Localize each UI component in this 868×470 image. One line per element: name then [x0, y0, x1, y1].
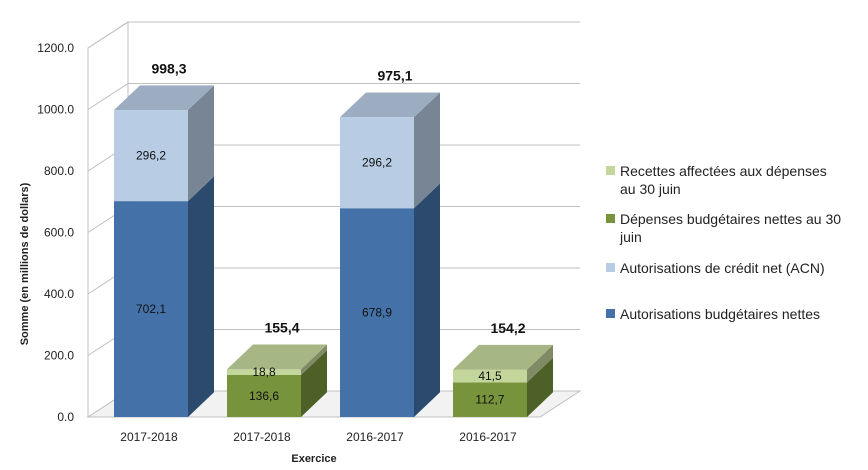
x-axis-title: Exercice — [291, 453, 336, 465]
bar-stack: 136,6 18,8 155,4 — [227, 320, 327, 417]
bar-segment-side — [527, 357, 553, 417]
bar-stack: 702,1 296,2 998,3 — [114, 60, 214, 417]
legend-label: Autorisations budgétaires nettes — [620, 306, 820, 322]
x-tick-label: 2017-2018 — [120, 430, 178, 444]
bar-segment-front — [453, 382, 527, 417]
bar-segment-side — [414, 183, 440, 417]
bar-segment-front — [340, 117, 414, 209]
bar-segment-side — [527, 344, 553, 383]
bar-segment-side — [301, 350, 327, 417]
bar-segment-front — [114, 201, 188, 417]
legend: Recettes affectées aux dépenses au 30 jui… — [606, 163, 841, 322]
legend-label: Recettes affectées aux dépenses — [620, 163, 827, 179]
legend-label: au 30 juin — [620, 181, 681, 197]
y-axis-ticks: 0.0 200.0 400.0 600.0 800.0 1000.0 1200.0 — [37, 41, 74, 424]
bar-stack: 678,9 296,2 975,1 — [340, 67, 440, 417]
bar-top — [114, 85, 214, 111]
legend-label: Autorisations de crédit net (ACN) — [620, 260, 825, 276]
bar-segment-front — [114, 110, 188, 202]
bar-segment-front — [340, 208, 414, 417]
total-label: 155,4 — [264, 320, 299, 336]
x-tick-label: 2016-2017 — [459, 430, 517, 444]
y-tick-label: 800.0 — [44, 164, 74, 178]
data-label: 136,6 — [249, 389, 279, 403]
bar-segment-side — [188, 176, 214, 417]
x-tick-label: 2017-2018 — [233, 430, 291, 444]
y-tick-label: 600.0 — [44, 226, 74, 240]
data-label: 296,2 — [136, 149, 166, 163]
data-label: 41,5 — [478, 369, 502, 383]
legend-swatch — [606, 166, 615, 175]
legend-entry: Autorisations budgétaires nettes — [606, 306, 820, 322]
bar-segment-side — [414, 92, 440, 209]
y-axis-title: Somme (en millions de dollars) — [19, 182, 31, 345]
bar-segment-side — [188, 85, 214, 202]
legend-label: Dépenses budgétaires nettes au 30 — [620, 211, 841, 227]
legend-swatch — [606, 214, 615, 223]
y-tick-label: 0.0 — [57, 410, 74, 424]
legend-swatch — [606, 263, 615, 272]
gridline — [87, 83, 580, 110]
legend-label: juin — [619, 229, 642, 245]
data-label: 678,9 — [362, 306, 392, 320]
data-label: 296,2 — [362, 156, 392, 170]
bars: 702,1 296,2 998,3 136,6 18,8 155,4 678,9 296,2 9… — [114, 60, 553, 417]
total-label: 975,1 — [377, 67, 412, 83]
bar-top — [227, 344, 327, 370]
bar-top — [340, 92, 440, 118]
bar-segment-front — [227, 374, 301, 417]
legend-entry: Recettes affectées aux dépenses au 30 jui… — [606, 163, 827, 197]
data-label: 112,7 — [475, 393, 504, 407]
y-tick-label: 400.0 — [44, 287, 74, 301]
total-label: 998,3 — [151, 60, 186, 76]
legend-entry: Dépenses budgétaires nettes au 30 juin — [606, 211, 841, 245]
bar-segment-side — [301, 344, 327, 375]
legend-swatch — [606, 309, 615, 318]
bar-segment-front — [227, 369, 301, 375]
data-label: 18,8 — [252, 365, 276, 379]
data-label: 702,1 — [136, 302, 166, 316]
legend-entry: Autorisations de crédit net (ACN) — [606, 260, 825, 276]
y-tick-label: 1000.0 — [37, 103, 74, 117]
total-label: 154,2 — [490, 320, 525, 336]
bar-segment-front — [453, 369, 527, 383]
bar-stack: 112,7 41,5 154,2 — [453, 320, 553, 417]
x-tick-label: 2016-2017 — [346, 430, 404, 444]
y-tick-label: 200.0 — [44, 349, 74, 363]
x-axis-categories: 2017-2018 2017-2018 2016-2017 2016-2017 — [120, 430, 517, 444]
y-tick-label: 1200.0 — [37, 41, 74, 55]
bar-top — [453, 344, 553, 370]
gridline — [87, 21, 580, 49]
